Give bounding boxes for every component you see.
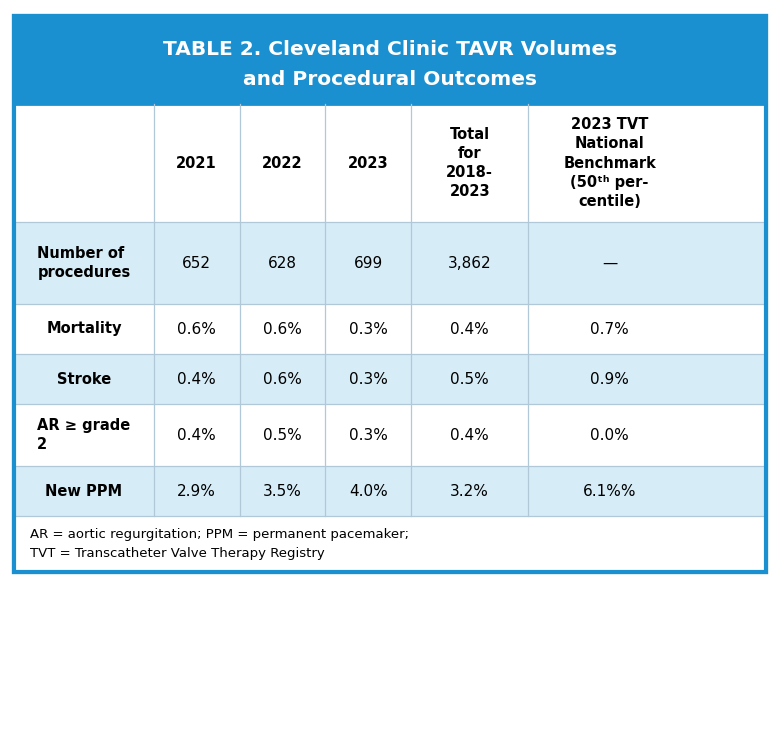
Text: 3.2%: 3.2% [450, 484, 489, 498]
Text: 0.4%: 0.4% [450, 322, 489, 336]
Bar [14, 104, 766, 222]
Text: 0.6%: 0.6% [263, 372, 302, 386]
Text: 2023: 2023 [348, 155, 388, 171]
Text: and Procedural Outcomes: and Procedural Outcomes [243, 70, 537, 89]
Text: 2.9%: 2.9% [177, 484, 216, 498]
Text: 0.0%: 0.0% [590, 428, 629, 442]
Text: 2021: 2021 [176, 155, 217, 171]
Bar [14, 404, 766, 466]
Text: New PPM: New PPM [45, 484, 122, 498]
Text: Number of
procedures: Number of procedures [37, 247, 130, 280]
Text: 0.6%: 0.6% [263, 322, 302, 336]
Text: Total
for
2018-
2023: Total for 2018- 2023 [446, 127, 493, 199]
Bar [14, 304, 766, 354]
Text: 3,862: 3,862 [448, 255, 491, 271]
Text: Mortality: Mortality [46, 322, 122, 336]
Text: 699: 699 [353, 255, 383, 271]
Text: 0.4%: 0.4% [177, 372, 216, 386]
Text: AR = aortic regurgitation; PPM = permanent pacemaker;
TVT = Transcatheter Valve : AR = aortic regurgitation; PPM = permane… [30, 528, 409, 560]
Text: 6.1%%: 6.1%% [583, 484, 636, 498]
Text: Stroke: Stroke [57, 372, 111, 386]
Text: 0.9%: 0.9% [590, 372, 629, 386]
Text: 0.4%: 0.4% [177, 428, 216, 442]
Bar [14, 16, 766, 572]
Text: 0.3%: 0.3% [349, 322, 388, 336]
Bar [14, 16, 766, 104]
Text: 0.4%: 0.4% [450, 428, 489, 442]
Text: —: — [602, 255, 617, 271]
Text: 0.3%: 0.3% [349, 372, 388, 386]
Text: 0.6%: 0.6% [177, 322, 216, 336]
Text: 0.7%: 0.7% [590, 322, 629, 336]
Text: 0.3%: 0.3% [349, 428, 388, 442]
Text: 628: 628 [268, 255, 297, 271]
Bar [14, 222, 766, 304]
Text: 652: 652 [183, 255, 211, 271]
Text: 3.5%: 3.5% [263, 484, 302, 498]
Text: 0.5%: 0.5% [450, 372, 489, 386]
Text: 2022: 2022 [262, 155, 303, 171]
Text: 4.0%: 4.0% [349, 484, 388, 498]
Bar [14, 354, 766, 404]
Text: 2023 TVT
National
Benchmark
(50ᵗʰ per-
centile): 2023 TVT National Benchmark (50ᵗʰ per- c… [563, 117, 656, 209]
Text: TABLE 2. Cleveland Clinic TAVR Volumes: TABLE 2. Cleveland Clinic TAVR Volumes [163, 40, 617, 59]
Text: 0.5%: 0.5% [263, 428, 302, 442]
Text: AR ≥ grade
2: AR ≥ grade 2 [37, 418, 130, 452]
Bar [14, 466, 766, 516]
Bar [14, 16, 766, 572]
Bar [14, 516, 766, 572]
